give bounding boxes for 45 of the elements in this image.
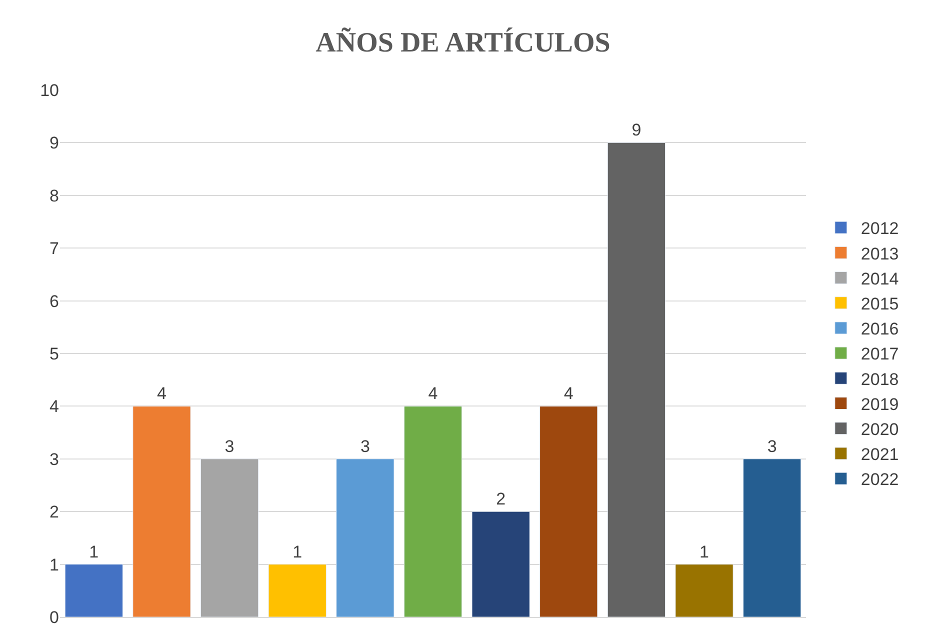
bar: [404, 406, 462, 617]
y-tick-label: 9: [50, 134, 59, 153]
data-label: 3: [224, 436, 234, 456]
legend-label: 2014: [860, 269, 899, 288]
y-tick-label: 4: [50, 397, 59, 416]
bar: [64, 564, 123, 617]
legend-label: 2016: [860, 320, 899, 339]
chart-title: AÑOS DE ARTÍCULOS: [316, 26, 610, 59]
legend-label: 2013: [860, 244, 899, 264]
data-label: 1: [292, 542, 302, 562]
data-label: 4: [156, 384, 166, 404]
legend-label: 2015: [860, 294, 899, 314]
data-label: 4: [564, 384, 574, 404]
data-label: 9: [632, 120, 642, 140]
legend-label: 2018: [860, 370, 899, 389]
y-tick-label: 2: [50, 502, 59, 522]
data-label: 1: [89, 542, 99, 562]
data-label: 2: [496, 490, 506, 509]
y-tick-label: 7: [50, 239, 59, 258]
legend-label: 2022: [860, 470, 899, 490]
bar: [675, 564, 734, 617]
y-tick-label: 10: [40, 80, 59, 100]
bar: [268, 564, 326, 617]
legend-label: 2017: [860, 344, 899, 364]
y-tick-label: 0: [50, 608, 59, 627]
bar: [472, 511, 530, 617]
data-label: 4: [428, 384, 438, 404]
legend-label: 2021: [860, 445, 899, 464]
y-tick-label: 6: [50, 292, 59, 311]
y-tick-label: 3: [50, 450, 59, 469]
data-label: 1: [700, 542, 710, 562]
bar: [540, 406, 598, 617]
y-tick-label: 5: [50, 344, 59, 364]
bar: [200, 458, 259, 617]
data-label: 3: [360, 436, 370, 456]
legend-label: 2020: [860, 420, 899, 439]
legend-label: 2019: [860, 394, 899, 414]
bar: [336, 458, 394, 617]
bar: [607, 142, 666, 617]
bar: [743, 458, 802, 617]
y-tick-label: 1: [50, 555, 59, 574]
bar: [132, 406, 191, 617]
legend-label: 2012: [860, 219, 899, 238]
y-tick-label: 8: [50, 186, 59, 206]
data-label: 3: [767, 436, 777, 456]
